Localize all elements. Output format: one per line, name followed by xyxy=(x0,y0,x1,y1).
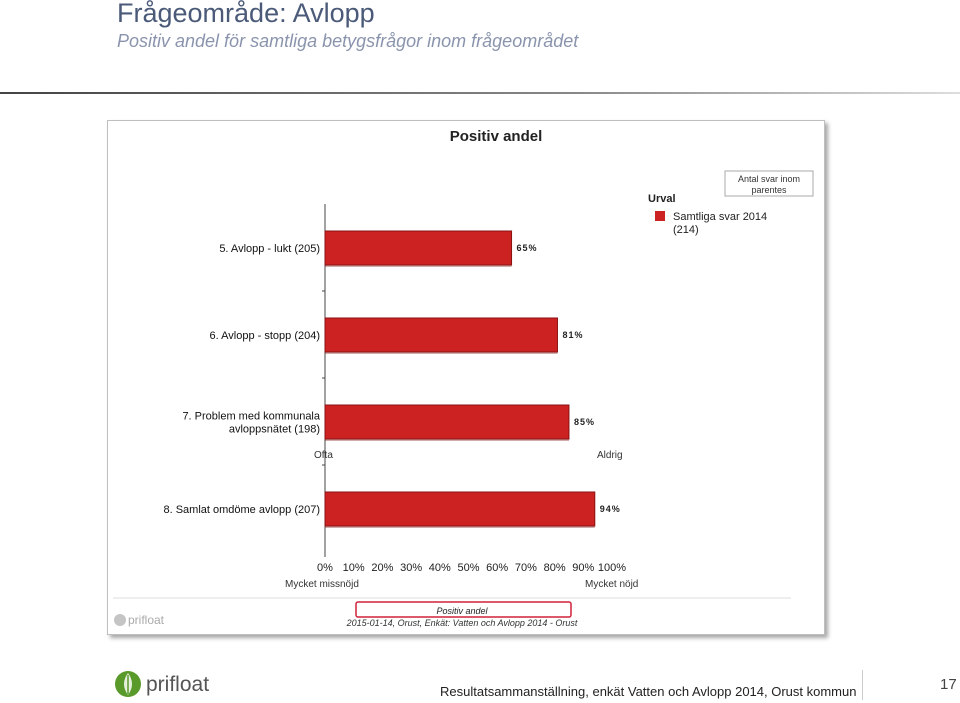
value-label: 81% xyxy=(562,330,583,340)
slide-subtitle: Positiv andel för samtliga betygsfrågor … xyxy=(117,31,579,51)
x-tick-label: 60% xyxy=(486,562,508,574)
chart-brand-text: prifloat xyxy=(128,613,165,627)
note-box-border xyxy=(724,170,814,197)
x-tick-label: 0% xyxy=(317,562,333,574)
category-label: avloppsnätet (198) xyxy=(229,424,320,436)
note-line-2: parentes xyxy=(751,185,787,195)
legend-entry-line-1: Samtliga svar 2014 xyxy=(673,211,767,223)
x-tick-labels: 0% 10% 20% 30% 40% 50% 60% 70% 80% 90% 100% xyxy=(317,562,626,574)
bars xyxy=(324,230,596,528)
value-labels: 65% 81% 85% 94% xyxy=(517,243,621,514)
footer-brand-text: prifloat xyxy=(146,673,209,696)
category-label: 6. Avlopp - stopp (204) xyxy=(210,330,320,342)
category-label: 7. Problem med kommunala xyxy=(182,411,320,423)
note-line-1: Antal svar inom xyxy=(738,174,800,184)
legend-entry-line-2: (214) xyxy=(673,224,699,236)
caption-title: Positiv andel xyxy=(436,606,488,616)
category-labels: 5. Avlopp - lukt (205) 6. Avlopp - stopp … xyxy=(163,243,320,516)
footer-logo: prifloat xyxy=(115,671,209,697)
chart-brand: prifloat xyxy=(114,613,165,627)
chart-title: Positiv andel xyxy=(450,128,543,145)
y-axis-ticks xyxy=(322,290,325,466)
value-label: 94% xyxy=(600,504,621,514)
title-divider xyxy=(0,92,960,94)
category-label: 8. Samlat omdöme avlopp (207) xyxy=(163,504,320,516)
scale-label-very-satisfied: Mycket nöjd xyxy=(585,579,638,590)
x-tick-label: 100% xyxy=(598,562,626,574)
x-tick-label: 70% xyxy=(515,562,537,574)
x-tick-label: 90% xyxy=(572,562,594,574)
chart-brand-mark xyxy=(114,614,126,626)
bar xyxy=(324,404,570,440)
bar xyxy=(324,317,558,353)
bar xyxy=(324,230,513,266)
category-label: 5. Avlopp - lukt (205) xyxy=(219,243,320,255)
x-tick-label: 10% xyxy=(343,562,365,574)
footer-text: Resultatsammanställning, enkät Vatten oc… xyxy=(440,684,857,699)
legend-swatch xyxy=(655,211,665,221)
x-tick-label: 40% xyxy=(429,562,451,574)
page-number: 17 xyxy=(940,676,957,693)
chart-canvas: Positiv andel Antal svar inom parentes U… xyxy=(113,128,814,628)
legend-title: Urval xyxy=(648,193,676,205)
chart-frame: Positiv andel Antal svar inom parentes U… xyxy=(107,120,825,635)
scale-label-often: Ofta xyxy=(314,450,333,461)
x-tick-label: 30% xyxy=(400,562,422,574)
logo-leaf-icon xyxy=(115,671,141,697)
caption-subtitle: 2015-01-14, Orust, Enkät: Vatten och Avl… xyxy=(346,618,578,628)
legend: Urval Samtliga svar 2014 (214) xyxy=(648,193,767,236)
x-tick-label: 80% xyxy=(544,562,566,574)
scale-label-very-dissatisfied: Mycket missnöjd xyxy=(285,579,359,590)
footer-divider xyxy=(862,670,863,700)
x-tick-label: 50% xyxy=(457,562,479,574)
bar xyxy=(324,491,596,527)
scale-label-never: Aldrig xyxy=(597,450,623,461)
value-label: 85% xyxy=(574,417,595,427)
value-label: 65% xyxy=(517,243,538,253)
note-box: Antal svar inom parentes xyxy=(724,170,814,197)
caption-highlight xyxy=(355,601,572,618)
x-tick-label: 20% xyxy=(371,562,393,574)
slide-title: Frågeområde: Avlopp xyxy=(117,0,375,28)
